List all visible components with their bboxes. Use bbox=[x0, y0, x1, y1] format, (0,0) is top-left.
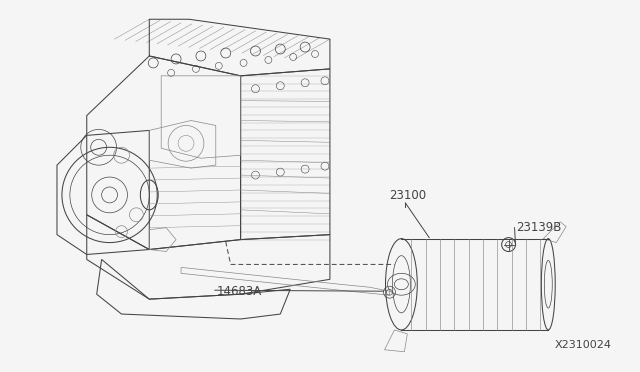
Text: X2310024: X2310024 bbox=[554, 340, 611, 350]
Text: 14683A: 14683A bbox=[217, 285, 262, 298]
Text: 23139B: 23139B bbox=[516, 221, 562, 234]
Text: 23100: 23100 bbox=[390, 189, 427, 202]
